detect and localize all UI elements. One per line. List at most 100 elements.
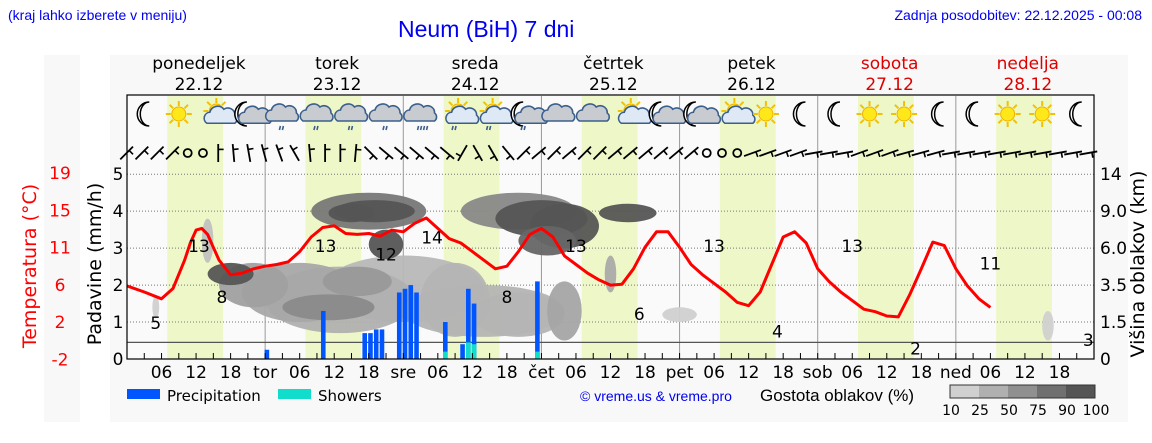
wind-barb-icon: [911, 149, 930, 157]
wind-barbs: [119, 143, 1098, 163]
location-hint[interactable]: (kraj lahko izberete v meniju): [8, 7, 187, 23]
precipitation-bar: [466, 288, 471, 359]
temp-axis-tick: 6: [55, 276, 66, 296]
precipitation-bar: [264, 349, 270, 359]
wind-barb-icon: [896, 149, 915, 157]
wind-barb-icon: [1048, 150, 1067, 156]
moon-crescent: [792, 101, 806, 127]
wind-barb-icon: [165, 145, 180, 161]
wind-feather: [540, 150, 546, 156]
moon-crescent: [827, 101, 841, 127]
wind-barb-icon: [607, 146, 623, 160]
x-tick-label: 06: [427, 363, 449, 383]
showers-bar: [466, 342, 471, 359]
precipitation-bar: [379, 329, 385, 359]
weather-icons: [136, 98, 1082, 131]
precipitation-bar: [362, 333, 368, 359]
temp-axis-tick: 19: [49, 164, 71, 184]
temperature-label: 3: [1083, 331, 1094, 351]
moon-icon: [792, 101, 806, 127]
calm-wind-icon: [701, 148, 712, 158]
rain-drop: [347, 125, 351, 131]
precipitation-bar: [460, 344, 465, 359]
wind-feather: [277, 147, 284, 151]
cloud-shape: [264, 103, 300, 122]
wind-barb-icon: [774, 149, 792, 157]
sun-disc: [862, 106, 878, 122]
rain-drop: [281, 125, 285, 131]
wind-barb-icon: [1018, 150, 1037, 156]
sun-disc: [171, 106, 187, 122]
cloud-height-tick: 0: [1100, 350, 1111, 370]
cloud-density-swatch: [1037, 385, 1066, 398]
wind-feather: [953, 152, 957, 158]
x-tick-label: 12: [876, 363, 898, 383]
cloud-icon: [541, 103, 576, 122]
day-name-0: ponedeljek: [152, 54, 246, 74]
showers-legend-label: Showers: [318, 387, 382, 405]
cloud-icon: [575, 103, 610, 122]
day-date-0: 22.12: [175, 75, 224, 95]
x-tick-label: 12: [323, 363, 345, 383]
moon-crescent: [1068, 101, 1082, 127]
wind-feather: [571, 150, 577, 156]
x-tick-label: sre: [390, 363, 416, 383]
wind-feather: [678, 150, 684, 156]
daylight-band: [858, 96, 914, 359]
rain-drop: [425, 125, 429, 131]
x-tick-label: 06: [841, 363, 863, 383]
sun-icon: [856, 101, 883, 127]
wind-barb-icon: [547, 145, 562, 161]
wind-feather: [617, 150, 622, 156]
day-date-1: 23.12: [313, 75, 362, 95]
day-name-5: sobota: [861, 54, 919, 74]
wind-feather: [292, 146, 298, 151]
sun-ray: [1032, 118, 1038, 124]
day-date-5: 27.12: [865, 75, 914, 95]
wind-feather: [862, 151, 866, 158]
showers-swatch: [278, 389, 311, 399]
day-date-4: 26.12: [727, 75, 776, 95]
sun-cloud-icon: [617, 98, 652, 125]
cloud-blob: [547, 281, 582, 341]
wind-barb-icon: [638, 146, 654, 160]
rain-drop: [488, 125, 492, 131]
copyright-link[interactable]: © vreme.us & vreme.pro: [580, 388, 732, 404]
wind-feather: [400, 154, 405, 160]
cloud-blob: [152, 296, 160, 319]
rain-drop: [350, 125, 354, 131]
x-tick-label: tor: [253, 363, 277, 383]
cloud-density-swatch: [1066, 385, 1095, 398]
cloud-shape: [445, 105, 480, 125]
moon-crescent: [234, 101, 247, 127]
wind-feather: [1060, 152, 1064, 158]
cloud-rain-icon: [368, 103, 403, 131]
wind-feather: [938, 151, 942, 158]
temp-axis-tick: 2: [55, 313, 66, 333]
wind-feather: [647, 150, 653, 156]
temperature-label: 14: [421, 228, 443, 248]
wind-barb-icon: [363, 145, 378, 161]
sun-disc: [1034, 106, 1050, 122]
temp-axis-tick: 11: [49, 239, 71, 259]
wind-feather: [831, 152, 835, 158]
temperature-label: 13: [703, 237, 725, 257]
wind-barb-icon: [926, 149, 945, 157]
rain-drop: [416, 125, 420, 131]
cloud-heavy-rain-icon: [403, 103, 438, 131]
wind-barb-icon: [231, 143, 236, 163]
sun-ray: [448, 101, 454, 107]
x-tick-label: 18: [634, 363, 656, 383]
temperature-label: 13: [188, 237, 210, 257]
cloud-shape: [575, 103, 610, 122]
wind-feather: [601, 149, 607, 155]
wind-barb-icon: [759, 149, 777, 157]
x-tick-label: ned: [940, 363, 972, 383]
cloud-blob: [604, 255, 617, 293]
wind-feather: [846, 152, 850, 158]
sun-ray: [770, 118, 776, 124]
wind-barb-icon: [289, 144, 300, 162]
wind-barb-icon: [865, 149, 884, 157]
cloud-blob: [328, 203, 375, 223]
temperature-label: 13: [841, 237, 863, 257]
